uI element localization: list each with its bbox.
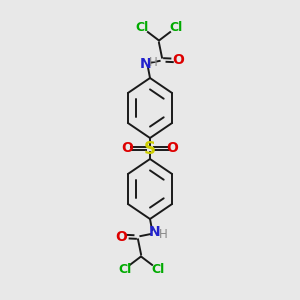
Text: H: H: [148, 56, 158, 70]
Text: N: N: [149, 226, 160, 239]
Text: Cl: Cl: [136, 21, 149, 34]
Text: Cl: Cl: [169, 21, 182, 34]
Text: O: O: [116, 230, 128, 244]
Text: S: S: [144, 140, 156, 158]
Text: Cl: Cl: [151, 263, 164, 276]
Text: H: H: [158, 227, 167, 241]
Text: N: N: [140, 58, 151, 71]
Text: Cl: Cl: [118, 263, 131, 276]
Text: O: O: [172, 53, 184, 67]
Text: O: O: [122, 142, 134, 155]
Text: O: O: [167, 142, 178, 155]
